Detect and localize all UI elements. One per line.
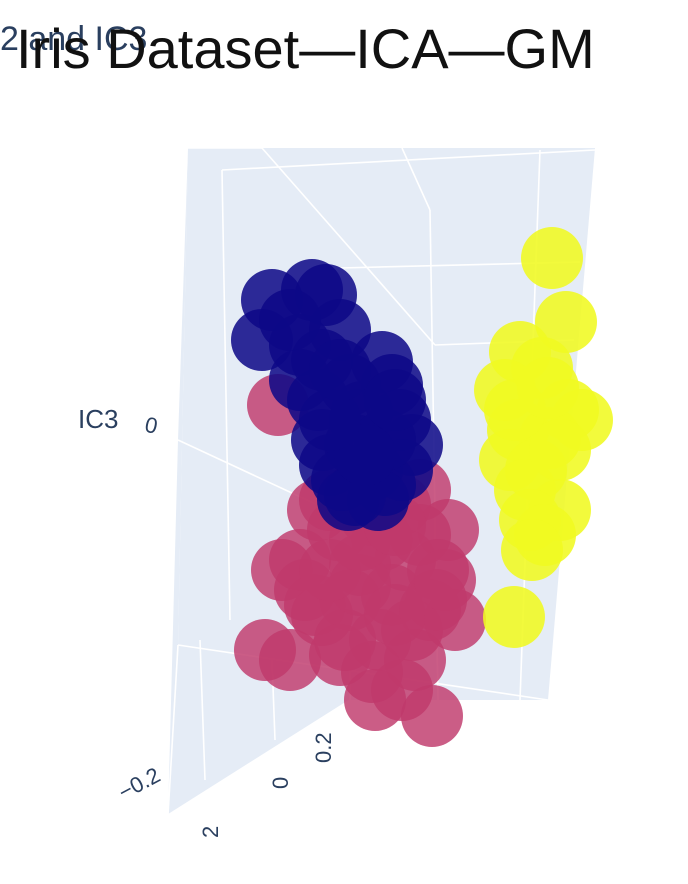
series-group: [474, 227, 613, 648]
z-tick-label: 0: [143, 412, 160, 439]
scatter-point[interactable]: [483, 586, 545, 648]
grid-line: [167, 699, 351, 816]
x-tick-label: −0.2: [114, 762, 164, 804]
scatter-point[interactable]: [517, 357, 579, 419]
chart-title: Iris Dataset—ICA—GM: [16, 17, 595, 80]
scatter-point[interactable]: [259, 629, 321, 691]
scatter-point[interactable]: [535, 291, 597, 353]
floor-pane: [168, 645, 548, 815]
chart-subtitle: 2 and IC3: [0, 20, 147, 58]
scatter-point[interactable]: [401, 685, 463, 747]
scatter-points: [231, 227, 613, 747]
scatter-point[interactable]: [364, 369, 426, 431]
scatter-point[interactable]: [309, 339, 371, 401]
scatter-point[interactable]: [259, 289, 321, 351]
scatter-point[interactable]: [309, 624, 371, 686]
grid-line: [199, 639, 206, 781]
x-tick-label: 2: [198, 826, 223, 838]
grid-line: [167, 644, 179, 816]
scatter-point[interactable]: [344, 669, 406, 731]
series-group: [231, 259, 443, 531]
scatter-point[interactable]: [414, 549, 476, 611]
scatter-point[interactable]: [501, 519, 563, 581]
grid-line: [401, 147, 431, 211]
z-axis-title: IC3: [78, 404, 118, 434]
y-tick-label: 0.2: [311, 732, 336, 763]
scatter-point[interactable]: [521, 227, 583, 289]
grid-line: [261, 147, 436, 346]
grid-line: [221, 149, 596, 171]
scatter-point[interactable]: [529, 419, 591, 481]
grid-line: [221, 169, 231, 621]
left-wall: [168, 148, 188, 815]
y-tick-label: 0: [268, 777, 293, 789]
scatter-point[interactable]: [384, 629, 446, 691]
